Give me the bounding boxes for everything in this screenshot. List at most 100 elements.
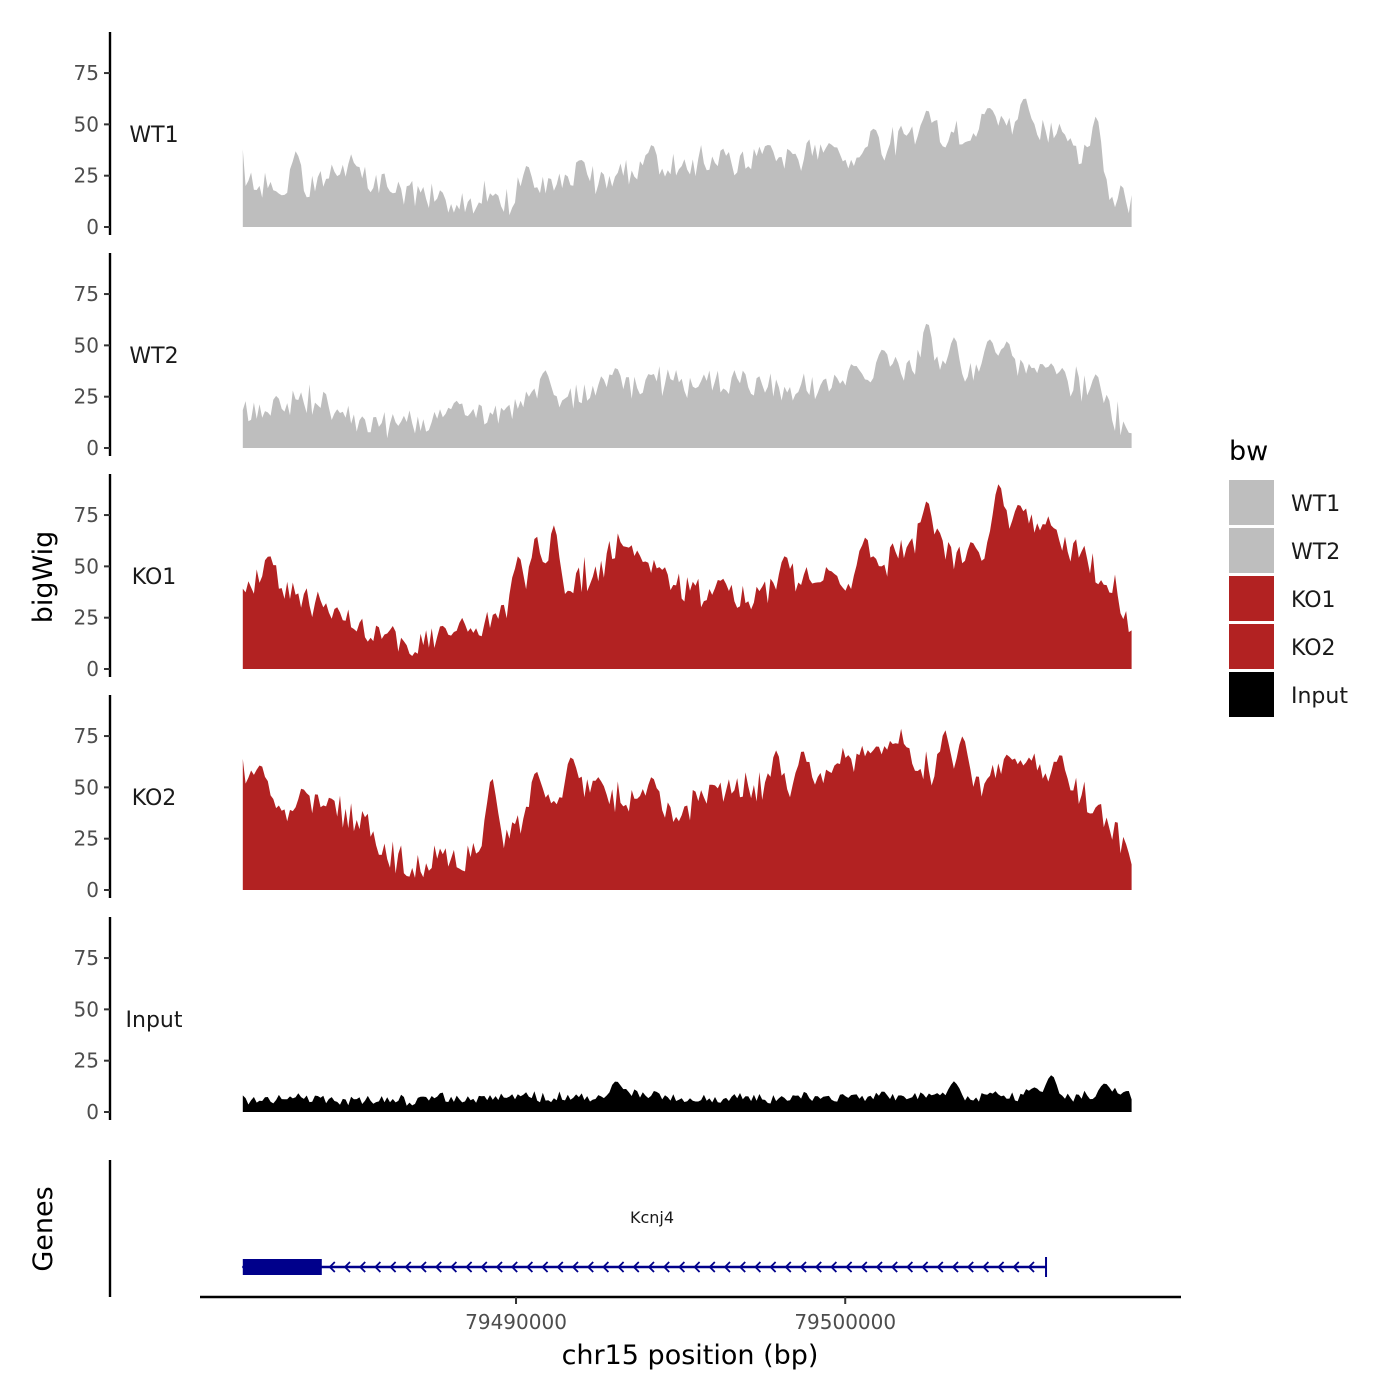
legend-key-ko2 (1229, 624, 1274, 669)
gene-strand-arrow (556, 1261, 564, 1273)
gene-strand-arrow (480, 1261, 488, 1273)
track-label-wt2: WT2 (129, 344, 178, 369)
y-tick-label: 75 (74, 724, 99, 748)
gene-strand-arrow (693, 1261, 701, 1273)
track-wt1: 0 25 50 75 WT1 (74, 32, 1132, 239)
x-axis-title: chr15 position (bp) (562, 1340, 819, 1371)
y-tick-label: 50 (74, 997, 99, 1021)
gene-strand-arrow (450, 1261, 458, 1273)
legend: bw WT1 WT2 KO1 KO2 Input (1229, 436, 1348, 717)
y-tick-label: 0 (86, 436, 99, 460)
y-tick-label: 75 (74, 282, 99, 306)
y-tick-label: 0 (86, 657, 99, 681)
coverage-area-wt2 (242, 323, 1132, 448)
gene-strand-arrow (860, 1261, 868, 1273)
gene-strand-arrow (784, 1261, 792, 1273)
y-tick-label: 25 (74, 827, 99, 851)
gene-strand-arrow (799, 1261, 807, 1273)
track-label-wt1: WT1 (129, 123, 178, 148)
gene-label: Kcnj4 (630, 1208, 674, 1227)
gene-strand-arrow (921, 1261, 929, 1273)
gene-strand-arrow (845, 1261, 853, 1273)
y-tick-label: 0 (86, 215, 99, 239)
gene-strand-arrow (936, 1261, 944, 1273)
gene-strand-arrow (510, 1261, 518, 1273)
gene-strand-arrow (966, 1261, 974, 1273)
gene-strand-arrow (632, 1261, 640, 1273)
gene-strand-arrow (526, 1261, 534, 1273)
legend-key-wt1 (1229, 480, 1274, 525)
gene-strand-arrow (769, 1261, 777, 1273)
gene-strand-arrow (586, 1261, 594, 1273)
gene-strand-arrow (708, 1261, 716, 1273)
gene-strand-arrow (754, 1261, 762, 1273)
legend-title: bw (1229, 436, 1268, 467)
x-axis: 79490000 79500000 (200, 1295, 1181, 1334)
y-tick-label: 50 (74, 554, 99, 578)
gene-strand-arrow (678, 1261, 686, 1273)
gene-strand-arrow (1027, 1261, 1035, 1273)
x-tick-label: 79500000 (794, 1310, 896, 1334)
gene-track: Kcnj4 (108, 1160, 1048, 1297)
coverage-area-input (242, 1075, 1132, 1112)
coverage-area-wt1 (242, 98, 1132, 227)
y-tick-label: 25 (74, 385, 99, 409)
gene-strand-arrow (328, 1261, 336, 1273)
legend-key-ko1 (1229, 576, 1274, 621)
gene-start-arrow (241, 1261, 248, 1273)
genes-axis-title: Genes (28, 1186, 59, 1271)
coverage-area-ko1 (242, 484, 1132, 669)
legend-label-wt1: WT1 (1291, 492, 1340, 517)
track-label-input: Input (126, 1008, 183, 1033)
legend-key-input (1229, 672, 1274, 717)
gene-strand-arrow (495, 1261, 503, 1273)
gene-strand-arrow (906, 1261, 914, 1273)
legend-label-ko1: KO1 (1291, 588, 1336, 613)
gene-strand-arrow (982, 1261, 990, 1273)
gene-strand-arrow (951, 1261, 959, 1273)
gene-strand-arrow (890, 1261, 898, 1273)
gene-strand-arrow (617, 1261, 625, 1273)
gene-strand-arrow (434, 1261, 442, 1273)
track-ko2: 0 25 50 75 KO2 (74, 695, 1132, 902)
y-tick-label: 25 (74, 164, 99, 188)
y-tick-label: 0 (86, 1100, 99, 1124)
track-label-ko1: KO1 (132, 565, 177, 590)
coverage-area-ko2 (242, 728, 1132, 890)
y-tick-label: 75 (74, 503, 99, 527)
gene-strand-arrow (374, 1261, 382, 1273)
y-tick-label: 75 (74, 946, 99, 970)
gene-strand-arrow (404, 1261, 412, 1273)
legend-label-input: Input (1291, 684, 1348, 709)
gene-strand-arrow (602, 1261, 610, 1273)
gene-strand-arrow (343, 1261, 351, 1273)
gene-strand-arrow (830, 1261, 838, 1273)
gene-strand-arrow (1012, 1261, 1020, 1273)
gene-strand-arrow (738, 1261, 746, 1273)
gene-strand-arrow (419, 1261, 427, 1273)
legend-label-ko2: KO2 (1291, 636, 1336, 661)
track-wt2: 0 25 50 75 WT2 (74, 253, 1132, 460)
gene-strand-arrow (571, 1261, 579, 1273)
y-tick-label: 50 (74, 333, 99, 357)
y-tick-label: 50 (74, 775, 99, 799)
gene-strand-arrow (875, 1261, 883, 1273)
track-input: 0 25 50 75 Input (74, 917, 1132, 1124)
gene-strand-arrow (358, 1261, 366, 1273)
gene-strand-arrow (997, 1261, 1005, 1273)
track-ko1: 0 25 50 75 KO1 (74, 474, 1132, 681)
gene-strand-arrow (814, 1261, 822, 1273)
track-label-ko2: KO2 (132, 786, 177, 811)
x-tick-label: 79490000 (465, 1310, 567, 1334)
y-tick-label: 75 (74, 61, 99, 85)
gene-strand-arrow (465, 1261, 473, 1273)
coverage-tracks: 0 25 50 75 WT1 0 25 50 75 WT2 0 25 50 75 KO1 0 25 50 75 KO2… (74, 32, 1132, 1124)
y-tick-label: 50 (74, 112, 99, 136)
y-axis-title: bigWig (28, 531, 59, 624)
gene-strand-arrow (647, 1261, 655, 1273)
gene-exon (242, 1259, 322, 1275)
legend-key-wt2 (1229, 528, 1274, 573)
gene-strand-arrow (662, 1261, 670, 1273)
gene-strand-arrow (541, 1261, 549, 1273)
